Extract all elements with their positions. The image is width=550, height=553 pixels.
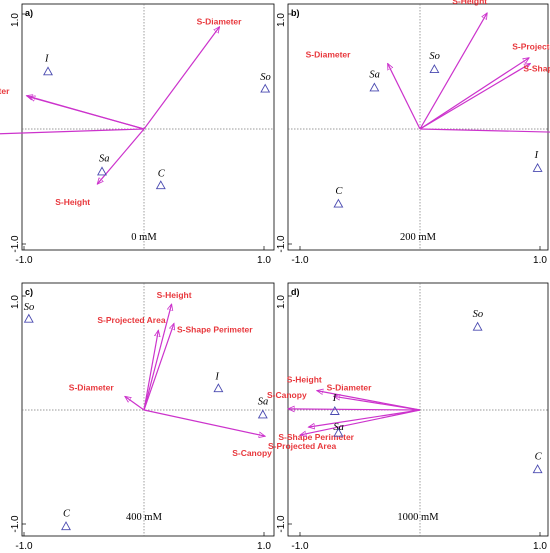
vector-arrow [143, 330, 158, 411]
vector-arrow [419, 128, 550, 133]
panel-d: 1.0 -1.0 -1.0 1.0 d) 1000 mM S-Height S-Diamete… [267, 282, 549, 552]
vector-label: S-Canopy [232, 448, 272, 458]
point-label: I [332, 393, 337, 404]
vector-label: S-Projected Area [97, 315, 165, 325]
treatment-point [213, 383, 224, 393]
vector-arrow [143, 323, 174, 411]
vector-label: S-Shape Perimeter [0, 86, 10, 96]
vector-label: S-Shape Perimeter [177, 324, 253, 334]
vector-label: S-Height [287, 375, 322, 385]
treatment-point [61, 521, 71, 531]
y-tick-label: -1.0 [276, 515, 287, 533]
vector-arrow [143, 304, 172, 411]
condition-label: 400 mM [126, 512, 163, 523]
panel-c: 1.0 -1.0 -1.0 1.0 c) 400 mM S-Height S-Projecte… [10, 282, 275, 552]
x-tick-label: 1.0 [257, 541, 271, 552]
treatment-point [369, 82, 380, 92]
vector-arrow [419, 63, 530, 130]
panel-label: c) [25, 287, 33, 297]
vector-arrow [125, 396, 145, 411]
treatment-point [257, 409, 268, 419]
point-label: C [158, 168, 166, 179]
condition-label: 200 mM [400, 232, 437, 243]
treatment-point [260, 83, 271, 93]
condition-label: 1000 mM [397, 512, 439, 523]
point-label: I [534, 150, 539, 161]
vector-label: S-Canopy [267, 390, 307, 400]
vector-label: S-Height [157, 290, 192, 300]
treatment-point [23, 313, 34, 323]
treatment-point [532, 162, 543, 172]
panel-label: a) [25, 8, 33, 18]
vector-arrow [143, 27, 220, 130]
treatment-point [472, 321, 483, 331]
point-label: C [535, 451, 543, 462]
panel-frame [21, 3, 275, 251]
panel-a: 1.0 -1.0 -1.0 1.0 a) 0 mM S-Diameter S-Shape Pe… [0, 3, 275, 266]
vector-label: S-Diameter [69, 382, 115, 392]
vector-arrow [300, 409, 421, 435]
treatment-point [429, 64, 440, 74]
point-label: Sa [258, 397, 269, 408]
treatment-point [155, 180, 166, 190]
panel-b: 1.0 -1.0 -1.0 1.0 b) 200 mM S-Height S-Diameter… [276, 0, 550, 266]
point-label: Sa [333, 422, 344, 433]
vector-arrow [419, 58, 529, 130]
y-tick-label: 1.0 [10, 13, 21, 27]
point-label: So [473, 309, 484, 320]
panel-label: b) [291, 8, 300, 18]
x-tick-label: -1.0 [291, 541, 309, 552]
vector-arrow [288, 409, 421, 410]
vector-label: S-Shape Perimeter [278, 432, 354, 442]
vector-label: S-Height [55, 197, 90, 207]
treatment-point [532, 464, 543, 474]
y-tick-label: -1.0 [10, 235, 21, 253]
panel-label: d) [291, 287, 300, 297]
x-tick-label: -1.0 [15, 541, 33, 552]
condition-label: 0 mM [131, 232, 157, 243]
point-label: Sa [99, 154, 110, 165]
x-tick-label: 1.0 [533, 255, 547, 266]
vector-label: S-Diameter [306, 49, 352, 59]
point-label: So [260, 72, 271, 83]
y-tick-label: -1.0 [276, 235, 287, 253]
panel-frame [21, 282, 275, 537]
vector-arrow [334, 396, 421, 411]
treatment-point [333, 427, 344, 437]
treatment-point [43, 66, 53, 76]
x-tick-label: 1.0 [533, 541, 547, 552]
panel-frame [287, 3, 549, 251]
treatment-point [97, 166, 107, 176]
point-label: Sa [369, 70, 380, 81]
vector-label: S-Projected Area [512, 42, 550, 52]
point-label: C [63, 508, 71, 519]
vector-arrow [0, 128, 145, 135]
vector-label: S-Diameter [197, 17, 243, 27]
point-label: I [214, 371, 219, 382]
vector-arrow [419, 13, 488, 130]
y-tick-label: 1.0 [10, 295, 21, 309]
x-tick-label: 1.0 [257, 255, 271, 266]
y-tick-label: 1.0 [276, 13, 287, 27]
point-label: I [44, 54, 49, 65]
vector-label: S-Height [452, 0, 487, 6]
y-tick-label: 1.0 [276, 295, 287, 309]
x-tick-label: -1.0 [291, 255, 309, 266]
point-label: C [335, 186, 343, 197]
treatment-point [333, 198, 344, 208]
vector-label: S-Diameter [327, 382, 373, 392]
vector-label: S-Shape Perimeter [523, 63, 550, 73]
vector-arrow [26, 96, 145, 130]
y-tick-label: -1.0 [10, 515, 21, 533]
vector-label: S-Projected Area [268, 441, 336, 451]
treatment-point [329, 406, 340, 415]
vector-arrow [308, 409, 421, 427]
point-label: So [429, 51, 440, 62]
vector-arrow [387, 63, 421, 130]
x-tick-label: -1.0 [15, 255, 33, 266]
point-label: So [24, 302, 35, 313]
vector-arrow [143, 409, 265, 436]
